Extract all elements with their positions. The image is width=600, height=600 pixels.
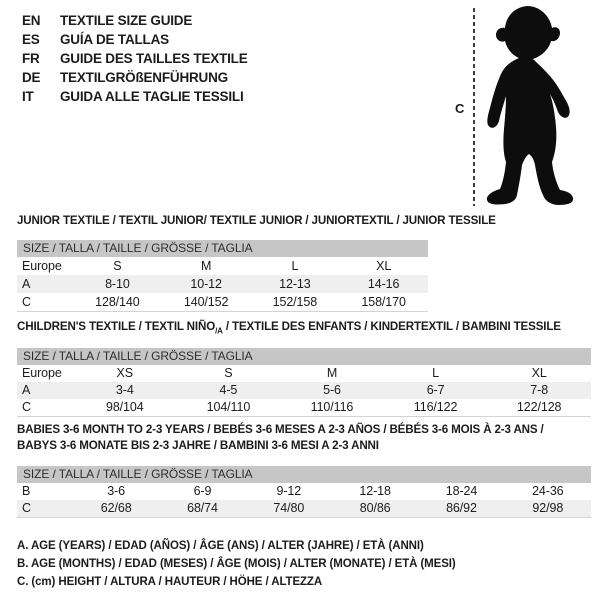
table-row: Europe XS S M L XL: [17, 365, 591, 382]
table-cell: 3-6: [107, 484, 126, 498]
row-header-cell: Europe: [22, 259, 62, 273]
table-cell: 104/110: [206, 400, 251, 414]
children-size-table: SIZE / TALLA / TAILLE / GRÖSSE / TAGLIA …: [17, 348, 591, 417]
language-label: GUIDA ALLE TAGLIE TESSILI: [60, 89, 244, 104]
footnote-legend: A. AGE (YEARS) / EDAD (AÑOS) / ÂGE (ANS)…: [17, 537, 456, 591]
size-band-header: SIZE / TALLA / TAILLE / GRÖSSE / TAGLIA: [17, 466, 591, 483]
table-cell: 98/104: [105, 400, 144, 414]
row-header-cell: C: [22, 400, 31, 414]
table-cell: S: [113, 259, 122, 273]
footnote-a: A. AGE (YEARS) / EDAD (AÑOS) / ÂGE (ANS)…: [17, 540, 424, 552]
table-cell: 9-12: [276, 484, 302, 498]
row-header-cell: C: [22, 501, 31, 515]
babies-table-title: BABIES 3-6 MONTH TO 2-3 YEARS / BEBÉS 3-…: [17, 423, 544, 452]
table-cell: 8-10: [105, 277, 130, 291]
table-row: B 3-6 6-9 9-12 12-18 18-24 24-36: [17, 483, 591, 500]
table-row: A 8-10 10-12 12-13 14-16: [17, 275, 428, 293]
language-row-de: DE TEXTILGRÖßENFÜHRUNG: [22, 68, 248, 87]
table-cell: S: [224, 366, 233, 380]
table-row: A 3-4 4-5 5-6 6-7 7-8: [17, 382, 591, 399]
table-cell: 68/74: [187, 501, 218, 515]
junior-size-table: SIZE / TALLA / TAILLE / GRÖSSE / TAGLIA …: [17, 240, 428, 312]
table-cell: 18-24: [445, 484, 478, 498]
language-label: GUÍA DE TALLAS: [60, 32, 169, 47]
table-cell: 110/116: [310, 400, 354, 414]
children-table-title: CHILDREN'S TEXTILE / TEXTIL NIÑO/A / TEX…: [17, 320, 561, 335]
row-header-cell: B: [22, 484, 31, 498]
table-cell: 6-7: [426, 383, 445, 397]
language-label: TEXTILE SIZE GUIDE: [60, 13, 193, 28]
table-cell: 92/98: [532, 501, 564, 515]
language-code: ES: [22, 32, 40, 47]
table-cell: XL: [531, 366, 547, 380]
language-code: IT: [22, 89, 34, 104]
title-subscript: /A: [215, 326, 223, 336]
language-title-list: EN TEXTILE SIZE GUIDE ES GUÍA DE TALLAS …: [22, 11, 248, 106]
table-cell: 3-4: [115, 383, 134, 397]
size-band-header: SIZE / TALLA / TAILLE / GRÖSSE / TAGLIA: [17, 240, 428, 257]
language-row-es: ES GUÍA DE TALLAS: [22, 30, 248, 49]
table-cell: XS: [116, 366, 134, 380]
table-cell: 7-8: [530, 383, 549, 397]
table-cell: 74/80: [273, 501, 305, 515]
table-cell: L: [432, 366, 439, 380]
size-band-header: SIZE / TALLA / TAILLE / GRÖSSE / TAGLIA: [17, 348, 591, 365]
row-header-cell: A: [22, 277, 31, 291]
table-cell: 10-12: [190, 277, 222, 291]
table-cell: M: [326, 366, 338, 380]
table-cell: L: [291, 259, 299, 273]
language-label: GUIDE DES TAILLES TEXTILE: [60, 51, 248, 66]
table-row: Europe S M L XL: [17, 257, 428, 275]
table-cell: 62/68: [100, 501, 132, 515]
babies-size-table: SIZE / TALLA / TAILLE / GRÖSSE / TAGLIA …: [17, 466, 591, 518]
table-row: C 98/104 104/110 110/116 116/122 122/128: [17, 399, 591, 416]
table-cell: 140/152: [183, 295, 229, 309]
table-cell: 80/86: [359, 501, 391, 515]
table-cell: 128/140: [95, 295, 140, 309]
language-row-it: IT GUIDA ALLE TAGLIE TESSILI: [22, 87, 248, 106]
height-measure-dashed-line: [473, 8, 475, 206]
toddler-silhouette-icon: [486, 6, 574, 205]
table-cell: 116/122: [413, 400, 458, 414]
row-header-cell: A: [22, 383, 31, 397]
row-header-cell: Europe: [22, 366, 62, 380]
table-cell: 24-36: [532, 484, 564, 498]
title-text: / TEXTILE DES ENFANTS / KINDERTEXTIL / B…: [222, 320, 561, 333]
table-cell: 158/170: [361, 295, 406, 309]
language-row-en: EN TEXTILE SIZE GUIDE: [22, 11, 248, 30]
height-measure-label: C: [455, 101, 465, 116]
footnote-c: C. (cm) HEIGHT / ALTURA / HAUTEUR / HÖHE…: [17, 576, 323, 588]
table-cell: 6-9: [193, 484, 212, 498]
table-cell: 86/92: [446, 501, 477, 515]
language-code: FR: [22, 51, 40, 66]
table-cell: 152/158: [272, 295, 318, 309]
title-text: CHILDREN'S TEXTILE / TEXTIL NIÑO: [17, 320, 216, 333]
language-code: DE: [22, 70, 41, 85]
table-row: C 62/68 68/74 74/80 80/86 86/92 92/98: [17, 500, 591, 517]
language-row-fr: FR GUIDE DES TAILLES TEXTILE: [22, 49, 248, 68]
table-cell: 14-16: [367, 277, 400, 291]
table-cell: M: [200, 259, 212, 273]
language-code: EN: [22, 13, 41, 28]
table-cell: 122/128: [516, 400, 562, 414]
junior-table-title: JUNIOR TEXTILE / TEXTIL JUNIOR/ TEXTILE …: [17, 214, 496, 227]
table-cell: 12-18: [359, 484, 391, 498]
table-cell: 5-6: [323, 383, 341, 397]
table-cell: 12-13: [279, 277, 311, 291]
footnote-b: B. AGE (MONTHS) / EDAD (MESES) / ÂGE (MO…: [17, 558, 456, 570]
language-label: TEXTILGRÖßENFÜHRUNG: [60, 70, 228, 85]
row-header-cell: C: [22, 295, 31, 309]
table-cell: 4-5: [219, 383, 238, 397]
table-cell: XL: [376, 259, 392, 273]
table-row: C 128/140 140/152 152/158 158/170: [17, 293, 428, 311]
